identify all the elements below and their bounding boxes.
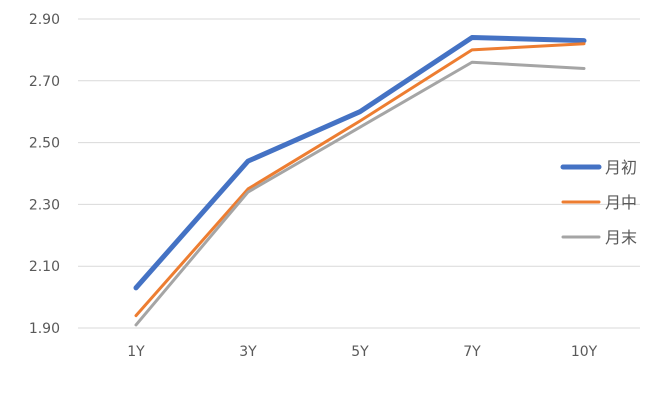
- x-tick-label: 7Y: [463, 344, 481, 360]
- y-tick-label: 2.90: [29, 12, 60, 28]
- x-tick-label: 5Y: [351, 344, 369, 360]
- x-tick-label: 1Y: [127, 344, 145, 360]
- series-line: [133, 35, 587, 291]
- series-line: [134, 60, 586, 327]
- x-axis: 1Y 3Y 5Y 7Y 10Y: [127, 344, 597, 360]
- y-axis: 1.90 2.10 2.30 2.50 2.70 2.90: [29, 12, 60, 337]
- y-tick-label: 2.50: [29, 136, 60, 152]
- legend-label: 月中: [605, 193, 637, 212]
- y-tick-label: 2.10: [29, 259, 60, 275]
- series-line: [134, 42, 586, 318]
- legend-label: 月末: [605, 228, 637, 247]
- y-tick-label: 1.90: [29, 321, 60, 337]
- x-tick-label: 10Y: [571, 344, 598, 360]
- y-tick-label: 2.70: [29, 74, 60, 90]
- grid-layer: [78, 18, 640, 329]
- x-tick-label: 3Y: [239, 344, 257, 360]
- y-tick-label: 2.30: [29, 197, 60, 213]
- legend-label: 月初: [605, 158, 637, 177]
- series-layer: [133, 35, 587, 327]
